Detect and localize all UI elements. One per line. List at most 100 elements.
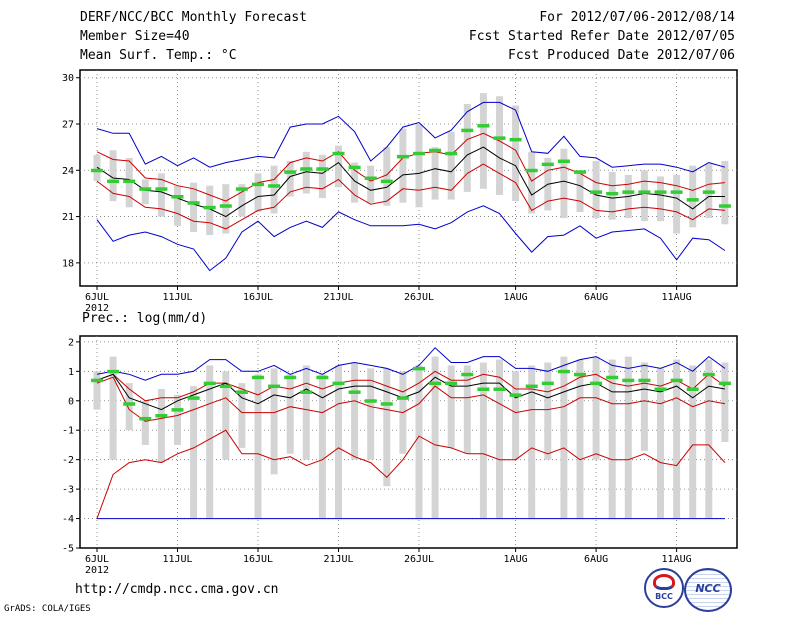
observed-mark (107, 369, 120, 374)
observed-mark (252, 375, 264, 380)
spread-box (657, 176, 664, 222)
observed-mark (155, 187, 168, 191)
observed-mark (493, 387, 506, 391)
y-tick-label: 0 (68, 396, 74, 407)
spread-box (544, 362, 552, 460)
spread-box (431, 356, 439, 519)
observed-mark (268, 184, 281, 188)
observed-mark (316, 375, 329, 380)
observed-mark (107, 179, 120, 184)
observed-mark (606, 191, 619, 196)
observed-mark (380, 179, 393, 184)
spread-box (367, 368, 375, 460)
spread-box (673, 359, 681, 519)
spread-box (399, 128, 407, 203)
y-tick-label: 30 (62, 73, 74, 84)
spread-box (318, 154, 326, 199)
observed-mark (461, 372, 474, 377)
observed-mark (622, 190, 635, 194)
year-label: 2012 (85, 565, 109, 576)
observed-mark (541, 381, 554, 386)
observed-mark (139, 187, 152, 191)
spread-box (254, 173, 262, 212)
spread-box (640, 170, 648, 222)
observed-mark (654, 387, 667, 391)
y-tick-label: -2 (62, 455, 74, 466)
spread-box (238, 383, 246, 448)
observed-mark (252, 182, 264, 187)
spread-box (608, 359, 616, 519)
spread-box (367, 165, 375, 203)
series-line-upper (96, 132, 725, 202)
spread-box (125, 383, 133, 431)
spread-box (238, 184, 246, 217)
forecast-start-date: Fcst Started Refer Date 2012/07/05 (468, 29, 735, 44)
spread-box (383, 368, 391, 487)
spread-box (721, 362, 729, 442)
spread-box (528, 365, 536, 519)
observed-mark (91, 168, 103, 173)
spread-box (141, 400, 149, 445)
spread-box (496, 359, 503, 519)
spread-box (206, 185, 214, 236)
spread-box (270, 165, 278, 214)
spread-box (689, 165, 697, 228)
x-tick-label: 1AUG (504, 292, 528, 303)
observed-mark (574, 170, 586, 174)
observed-mark (557, 159, 570, 164)
spread-box (560, 356, 568, 519)
spread-box (222, 371, 230, 460)
observed-mark (541, 162, 554, 167)
observed-mark (590, 381, 603, 386)
x-tick-label: 6JUL (85, 292, 109, 303)
y-tick-label: -5 (62, 544, 74, 555)
spread-box (479, 93, 487, 189)
observed-mark (235, 187, 248, 191)
observed-mark (155, 414, 168, 418)
spread-box (302, 365, 310, 460)
x-tick-label: 21JUL (323, 554, 353, 565)
y-tick-label: 1 (68, 367, 74, 378)
observed-mark (525, 168, 538, 173)
observed-mark (203, 381, 216, 386)
spread-box (608, 171, 616, 220)
observed-mark (348, 165, 361, 170)
spread-box (351, 362, 359, 460)
observed-mark (686, 198, 699, 202)
spread-box (383, 147, 391, 206)
observed-mark (300, 167, 313, 171)
observed-mark (702, 372, 715, 377)
observed-mark (396, 154, 409, 159)
spread-box (351, 162, 359, 203)
spread-box (190, 182, 198, 232)
observed-mark (702, 190, 715, 194)
observed-mark (380, 402, 393, 406)
spread-box (302, 151, 310, 194)
observed-mark (203, 205, 216, 210)
observed-mark (91, 378, 103, 383)
observed-mark (284, 170, 297, 174)
forecast-period: For 2012/07/06-2012/08/14 (539, 10, 735, 25)
y-tick-label: 24 (62, 166, 74, 177)
observed-mark (477, 124, 490, 128)
observed-mark (574, 372, 586, 377)
spread-box (640, 362, 648, 451)
y-tick-label: -4 (62, 514, 74, 525)
observed-mark (654, 190, 667, 194)
bcc-logo: BCC (644, 568, 684, 608)
observed-mark (429, 381, 442, 386)
x-tick-label: 26JUL (404, 554, 434, 565)
source-url[interactable]: http://cmdp.ncc.cma.gov.cn (75, 582, 279, 597)
spread-box (431, 147, 439, 200)
series-line-max (96, 347, 726, 381)
precip-panel-title: Prec.: log(mm/d) (82, 311, 207, 326)
ncc-logo: NCC (684, 568, 732, 612)
plot-frame (79, 69, 738, 287)
x-tick-label: 11AUG (662, 554, 692, 565)
bcc-logo-text: BCC (655, 592, 673, 601)
observed-mark (316, 167, 329, 171)
observed-mark (235, 390, 248, 394)
observed-mark (670, 190, 683, 194)
